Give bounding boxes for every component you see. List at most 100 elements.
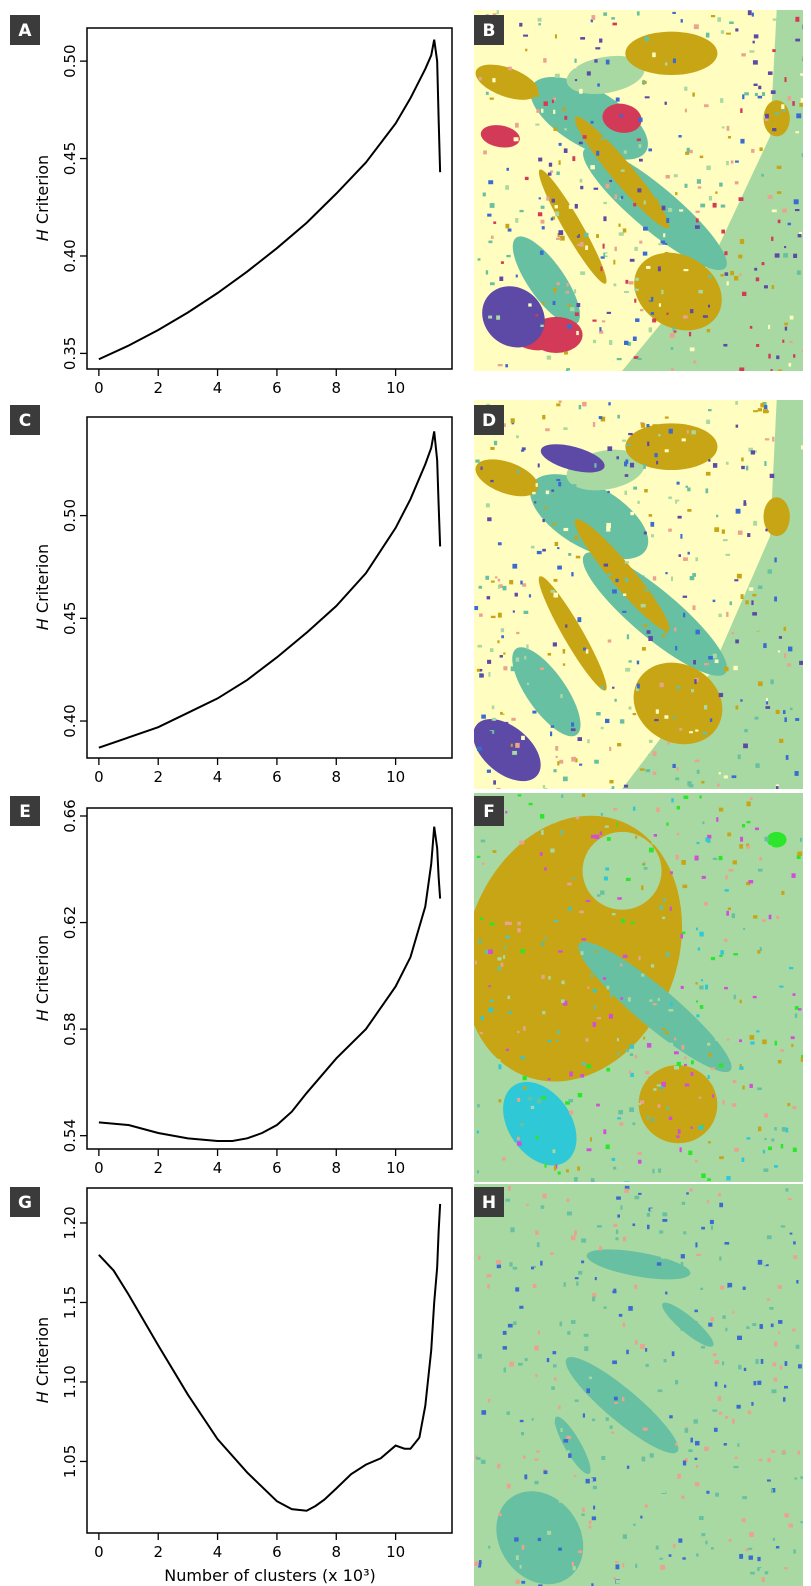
map-d-pixel	[553, 592, 559, 598]
map-f-pixel	[484, 949, 488, 954]
map-h-pixel	[560, 1481, 564, 1484]
map-h-pixel	[573, 1475, 577, 1478]
map-b-pixel	[787, 222, 791, 226]
map-d-pixel	[625, 577, 629, 583]
map-b-pixel	[636, 138, 641, 142]
map-h-pixel	[698, 1542, 703, 1548]
map-h-pixel	[646, 1224, 650, 1230]
map-h-pixel	[620, 1247, 625, 1250]
map-f-pixel	[756, 1030, 760, 1033]
map-f-pixel	[604, 825, 609, 828]
map-f-pixel	[644, 1070, 650, 1075]
plot-a-y-axis-label: H Criterion	[33, 155, 52, 241]
map-b-pixel	[492, 13, 497, 16]
map-f-pixel	[634, 1029, 638, 1034]
map-d-pixel	[694, 677, 699, 682]
map-h-pixel	[507, 1323, 513, 1328]
map-f-pixel	[541, 974, 545, 979]
map-f-pixel	[547, 1078, 551, 1081]
map-h-pixel	[503, 1367, 506, 1373]
map-b-pixel	[767, 195, 773, 199]
map-d-pixel	[502, 585, 507, 591]
map-b-pixel	[602, 243, 605, 249]
map-d-pixel	[615, 578, 619, 583]
map-b-pixel	[496, 315, 501, 320]
map-h-pixel	[626, 1465, 630, 1469]
map-d-pixel	[506, 684, 510, 688]
map-b-pixel	[580, 241, 584, 247]
map-f-pixel	[746, 1137, 751, 1140]
map-d-pixel	[641, 647, 646, 651]
map-h-pixel	[662, 1218, 668, 1222]
map-f-pixel	[520, 949, 526, 954]
map-f-pixel	[637, 1152, 642, 1156]
map-h-pixel	[532, 1283, 537, 1289]
map-h-pixel	[793, 1255, 798, 1259]
map-d-pixel	[650, 521, 655, 527]
map-d-pixel	[687, 508, 692, 512]
map-f-pixel	[648, 1076, 652, 1079]
map-d-pixel	[782, 710, 786, 715]
map-f-pixel	[656, 807, 660, 813]
map-f-pixel	[480, 1016, 484, 1021]
map-d-pixel	[552, 522, 556, 526]
map-d-pixel	[702, 731, 708, 735]
map-f-pixel	[680, 933, 684, 939]
map-f-pixel	[679, 1147, 682, 1153]
map-d-pixel	[664, 630, 668, 634]
map-h-image	[474, 1184, 803, 1586]
map-b-pixel	[618, 223, 621, 227]
map-b-green-region	[566, 55, 645, 95]
map-b-pixel	[797, 234, 802, 238]
map-f-pixel	[493, 1140, 499, 1144]
map-b-pixel	[640, 308, 644, 312]
map-h-pixel	[563, 1250, 567, 1255]
map-f-pixel	[572, 877, 575, 880]
map-b-pixel	[708, 196, 713, 201]
map-f-pixel	[774, 1165, 778, 1168]
map-h-pixel	[578, 1550, 583, 1554]
map-h-pixel	[782, 1397, 786, 1402]
map-f-pixel	[539, 852, 543, 856]
map-b-pixel	[768, 353, 771, 359]
map-f-pixel	[798, 1008, 802, 1011]
plot-g-y-tick-label: 1.10	[61, 1365, 79, 1398]
map-h-pixel	[723, 1443, 727, 1446]
map-d-pixel	[570, 728, 576, 732]
map-d-pixel	[480, 466, 483, 470]
map-b-pixel	[538, 23, 541, 26]
map-b-pixel	[515, 274, 518, 278]
map-b-pixel	[793, 354, 796, 358]
map-b-teal-region	[512, 236, 580, 326]
map-f-pixel	[732, 1079, 737, 1084]
map-d-pixel	[712, 653, 717, 659]
map-b-pixel	[489, 203, 495, 208]
map-h-pixel	[764, 1571, 769, 1575]
map-h-pixel	[777, 1284, 782, 1289]
map-d-pixel	[747, 533, 751, 538]
map-d-pixel	[556, 478, 561, 482]
map-d-pixel	[608, 402, 611, 406]
map-h-pixel	[778, 1331, 781, 1334]
map-b-pixel	[749, 50, 755, 53]
map-d-pixel	[770, 679, 774, 685]
map-f-pixel	[716, 817, 719, 822]
map-b-pixel	[754, 92, 758, 97]
map-f-pixel	[742, 1085, 745, 1090]
map-b-pixel	[564, 351, 568, 355]
map-b-pixel	[634, 246, 638, 251]
map-h-pixel	[591, 1516, 597, 1521]
plot-a-x-tick-label: 0	[94, 379, 104, 397]
map-b-pixel	[754, 267, 758, 271]
map-f-pixel	[500, 962, 504, 967]
map-f-pixel	[668, 1042, 674, 1047]
map-f-pixel	[665, 1031, 669, 1035]
map-h-pixel	[634, 1340, 638, 1345]
map-b-pixel	[556, 282, 560, 286]
map-f-pixel	[617, 1051, 620, 1055]
map-d-pixel	[476, 746, 482, 751]
map-b-pixel	[784, 326, 788, 331]
panel-b-label: B	[483, 21, 496, 41]
map-b-pixel	[601, 136, 605, 141]
map-f-pixel	[553, 1165, 557, 1171]
